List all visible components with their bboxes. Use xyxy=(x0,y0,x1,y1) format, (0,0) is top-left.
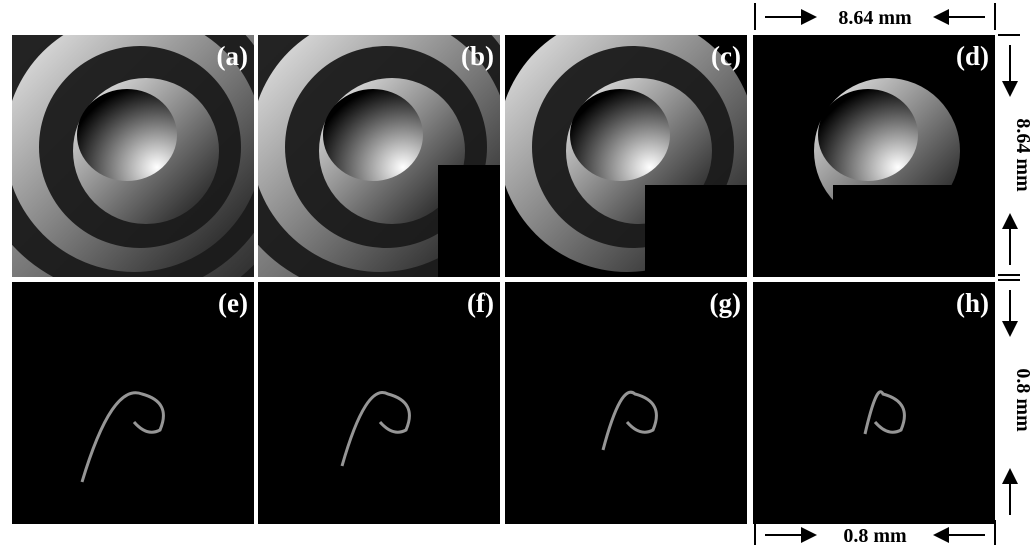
scale-label: 0.8 mm xyxy=(843,525,907,547)
panel: (h) xyxy=(753,282,995,524)
scale-bar-right-bottom: 0.8 mm xyxy=(998,280,1033,515)
panel-label: (a) xyxy=(217,41,248,71)
panel-background xyxy=(258,282,500,524)
panel-label: (b) xyxy=(461,41,494,71)
panel-label: (d) xyxy=(956,41,989,71)
phase-core xyxy=(77,89,177,181)
scale-bar-top: 8.64 mm xyxy=(755,3,995,30)
figure: (a) (b) (c) (d) (e) (f) (g) (h) 8.64 mm 8.64 mm… xyxy=(0,0,1033,547)
scale-label: 0.8 mm xyxy=(1012,368,1033,432)
phase-core xyxy=(818,89,918,181)
panel-label: (e) xyxy=(218,288,248,318)
panel: (e) xyxy=(12,282,254,524)
scale-label: 8.64 mm xyxy=(838,7,912,29)
panel-background xyxy=(505,282,747,524)
scale-label: 8.64 mm xyxy=(1012,118,1033,192)
panel-label: (h) xyxy=(956,288,989,318)
phase-core xyxy=(323,89,423,181)
panel-background xyxy=(12,282,254,524)
scale-bar-bottom: 0.8 mm xyxy=(755,520,995,547)
phase-core xyxy=(570,89,670,181)
panel-label: (c) xyxy=(711,41,741,71)
panel-label: (g) xyxy=(710,288,741,318)
scale-bar-right-top: 8.64 mm xyxy=(998,35,1033,275)
panel: (f) xyxy=(258,282,500,524)
panel-label: (f) xyxy=(467,288,494,318)
panel: (g) xyxy=(505,282,747,524)
